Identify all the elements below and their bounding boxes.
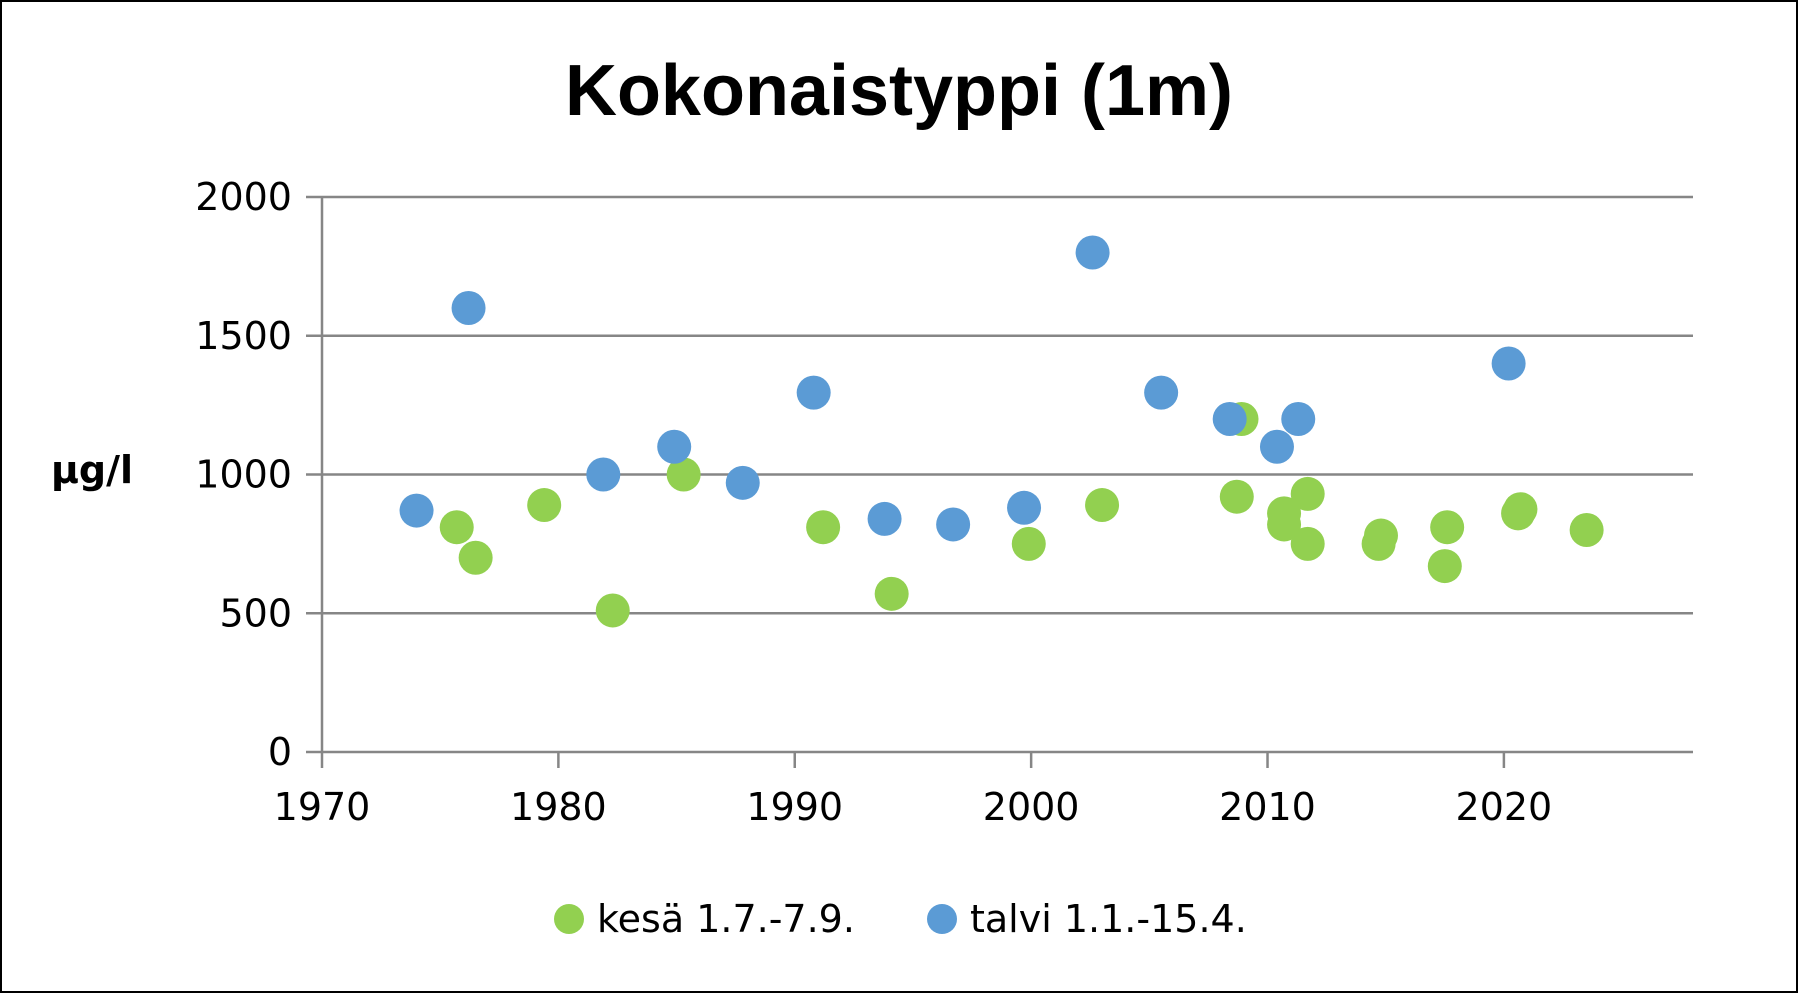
x-tick-label-2010: 2010 <box>1219 785 1316 829</box>
legend-label-0: kesä 1.7.-7.9. <box>597 897 855 941</box>
point-series1-3 <box>657 429 692 464</box>
point-series1-2 <box>586 457 621 492</box>
point-series1-6 <box>867 501 902 536</box>
point-series0-0 <box>439 510 474 545</box>
point-series0-10 <box>1219 479 1254 514</box>
point-series0-21 <box>1569 513 1604 547</box>
y-axis-label: µg/l <box>51 448 133 492</box>
point-series1-8 <box>1007 490 1042 525</box>
point-series0-7 <box>1011 526 1046 561</box>
point-series1-0 <box>399 493 434 528</box>
x-tick-label-2000: 2000 <box>983 785 1080 829</box>
point-series0-6 <box>874 576 909 611</box>
point-series0-3 <box>595 593 630 628</box>
point-series0-20 <box>1503 492 1538 527</box>
point-series0-14 <box>1290 526 1325 561</box>
point-series1-5 <box>796 375 831 410</box>
x-tick-label-1970: 1970 <box>274 785 371 829</box>
tick-labels: 0 500 1000 1500 2000 1970 1980 1990 2000 2010 2020 <box>195 175 1552 829</box>
data-points <box>399 235 1604 628</box>
y-tick-label-1000: 1000 <box>195 453 292 497</box>
chart-title: Kokonaistyppi (1m) <box>565 51 1233 131</box>
y-tick-label-0: 0 <box>268 730 292 774</box>
x-tick-label-1990: 1990 <box>746 785 843 829</box>
point-series1-12 <box>1259 429 1294 464</box>
point-series0-8 <box>1085 488 1120 523</box>
point-series1-11 <box>1212 402 1247 436</box>
axes <box>306 195 1693 768</box>
legend-label-1: talvi 1.1.-15.4. <box>970 897 1247 941</box>
point-series1-4 <box>725 465 760 500</box>
gridlines <box>322 195 1693 615</box>
point-series1-14 <box>1491 346 1526 381</box>
x-tick-label-1980: 1980 <box>510 785 607 829</box>
point-series1-1 <box>451 291 486 325</box>
point-series0-1 <box>458 540 493 575</box>
point-series1-9 <box>1075 235 1110 270</box>
point-series0-2 <box>527 488 562 523</box>
legend-marker-1 <box>927 904 957 934</box>
point-series1-13 <box>1281 402 1316 436</box>
y-tick-label-500: 500 <box>219 591 292 635</box>
y-tick-label-2000: 2000 <box>195 175 292 219</box>
point-series0-13 <box>1290 476 1325 511</box>
legend-marker-0 <box>554 904 584 934</box>
point-series1-7 <box>936 507 971 542</box>
x-tick-label-2020: 2020 <box>1456 785 1553 829</box>
point-series0-12 <box>1267 507 1302 542</box>
point-series0-17 <box>1427 549 1462 584</box>
point-series0-16 <box>1363 518 1398 553</box>
point-series0-4 <box>666 457 701 492</box>
legend: kesä 1.7.-7.9. talvi 1.1.-15.4. <box>554 897 1247 941</box>
y-tick-label-1500: 1500 <box>195 314 292 358</box>
point-series1-10 <box>1144 375 1179 410</box>
point-series0-5 <box>806 510 841 545</box>
point-series0-18 <box>1430 510 1465 545</box>
